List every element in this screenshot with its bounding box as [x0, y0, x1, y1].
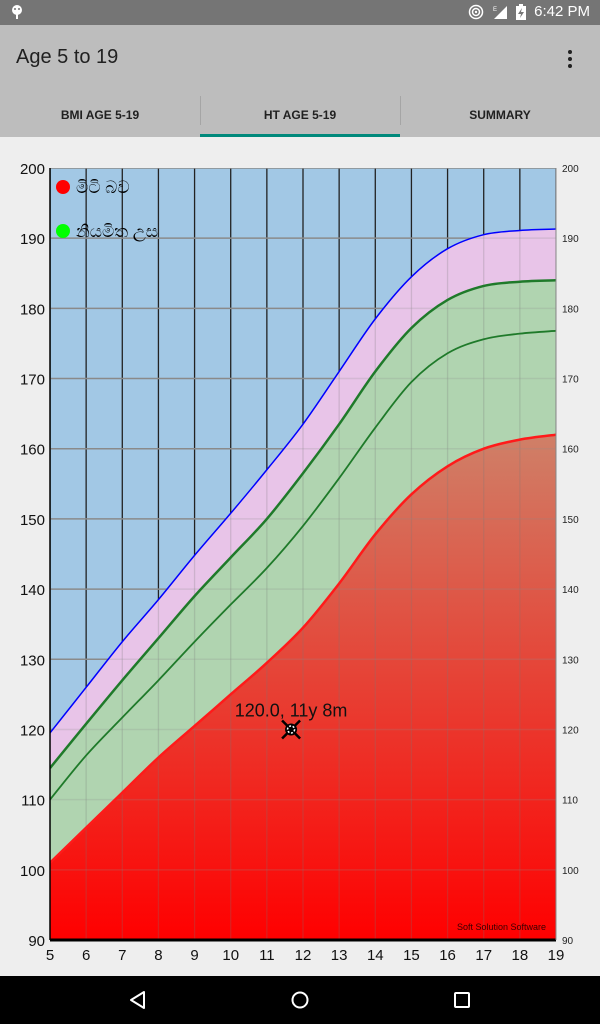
- svg-text:8: 8: [154, 947, 162, 964]
- svg-text:180: 180: [562, 304, 579, 315]
- svg-text:190: 190: [562, 234, 579, 245]
- svg-text:140: 140: [562, 585, 579, 596]
- svg-text:E: E: [493, 7, 497, 13]
- watermark: Soft Solution Software: [457, 922, 546, 932]
- point-label: 120.0, 11y 8m: [235, 700, 348, 720]
- svg-text:140: 140: [20, 582, 45, 599]
- hotspot-icon: [468, 4, 484, 19]
- svg-text:6: 6: [82, 947, 90, 964]
- svg-text:120: 120: [562, 725, 579, 736]
- legend-dot-stunted: [56, 180, 70, 194]
- legend-dot-normal: [56, 224, 70, 238]
- minus-2sd-line: [50, 433, 556, 864]
- height-for-age-chart[interactable]: 90 100 110 120 130 140 150 160 170 180 190 200 90 10…: [0, 137, 600, 976]
- home-icon[interactable]: [288, 988, 312, 1012]
- svg-text:100: 100: [20, 863, 45, 880]
- y-axis-labels-left: 90 100 110 120 130 140 150 160 170 180 190 200: [20, 161, 45, 950]
- system-nav-bar: [0, 976, 600, 1024]
- measurement-point[interactable]: 120.0, 11y 8m: [235, 700, 348, 740]
- svg-text:7: 7: [118, 947, 126, 964]
- svg-text:200: 200: [20, 161, 45, 178]
- page-title: Age 5 to 19: [16, 46, 119, 68]
- plot-area: [50, 168, 556, 940]
- median-line: [50, 329, 556, 801]
- x-axis-labels: 5 6 7 8 9 10 11 12 13 14 15 16 17 18 19: [46, 947, 565, 964]
- svg-text:180: 180: [20, 301, 45, 318]
- svg-text:130: 130: [20, 652, 45, 669]
- chart-canvas[interactable]: 90 100 110 120 130 140 150 160 170 180 190 200 90 10…: [0, 137, 600, 976]
- svg-text:16: 16: [439, 947, 456, 964]
- stunted-band: [50, 434, 556, 940]
- svg-text:18: 18: [512, 947, 529, 964]
- svg-text:12: 12: [295, 947, 312, 964]
- crossed-circle-icon: [281, 719, 301, 740]
- svg-text:17: 17: [475, 947, 492, 964]
- upper-limit-line: [50, 228, 556, 734]
- legend-label-stunted: මිටි බව: [76, 178, 130, 197]
- svg-text:160: 160: [562, 445, 579, 456]
- svg-text:110: 110: [21, 793, 45, 810]
- svg-text:160: 160: [20, 442, 45, 459]
- svg-text:200: 200: [562, 164, 579, 175]
- app-bar: Age 5 to 19: [0, 25, 600, 92]
- svg-text:10: 10: [222, 947, 239, 964]
- svg-text:9: 9: [190, 947, 198, 964]
- y-axis-labels-right: 90 100 110 120 130 140 150 160 170 180 190 200: [562, 164, 579, 947]
- svg-text:150: 150: [562, 515, 579, 526]
- svg-text:19: 19: [548, 947, 565, 964]
- svg-text:11: 11: [259, 947, 275, 964]
- svg-text:13: 13: [331, 947, 348, 964]
- tab-summary[interactable]: SUMMARY: [400, 92, 600, 137]
- legend-label-normal: නියමිත උස: [76, 222, 158, 242]
- plus-2sd-line: [50, 279, 556, 769]
- svg-text:14: 14: [367, 947, 384, 964]
- svg-text:190: 190: [20, 231, 45, 248]
- svg-text:170: 170: [20, 372, 45, 389]
- back-icon[interactable]: [126, 988, 150, 1012]
- android-debug-icon: [12, 5, 22, 19]
- svg-text:100: 100: [562, 866, 579, 877]
- battery-charging-icon: [516, 3, 527, 20]
- legend: මිටි බව නියමිත උස: [56, 178, 158, 242]
- signal-e-icon: E: [493, 5, 508, 19]
- tab-bmi-age[interactable]: BMI AGE 5-19: [60, 107, 140, 122]
- status-time: 6:42 PM: [534, 3, 590, 20]
- svg-text:110: 110: [562, 796, 578, 807]
- svg-text:130: 130: [562, 655, 579, 666]
- recents-icon[interactable]: [450, 988, 474, 1012]
- svg-text:5: 5: [46, 947, 54, 964]
- tab-ht-age[interactable]: HT AGE 5-19: [200, 92, 400, 137]
- svg-text:90: 90: [562, 936, 574, 947]
- svg-text:15: 15: [403, 947, 420, 964]
- svg-text:120: 120: [20, 722, 45, 739]
- svg-text:90: 90: [28, 933, 45, 950]
- svg-text:150: 150: [20, 512, 45, 529]
- status-bar: E 6:42 PM: [0, 0, 600, 25]
- more-vert-icon[interactable]: [560, 47, 580, 71]
- svg-text:170: 170: [562, 375, 579, 386]
- tab-bar: BMI AGE 5-19 HT AGE 5-19 SUMMARY: [0, 92, 600, 137]
